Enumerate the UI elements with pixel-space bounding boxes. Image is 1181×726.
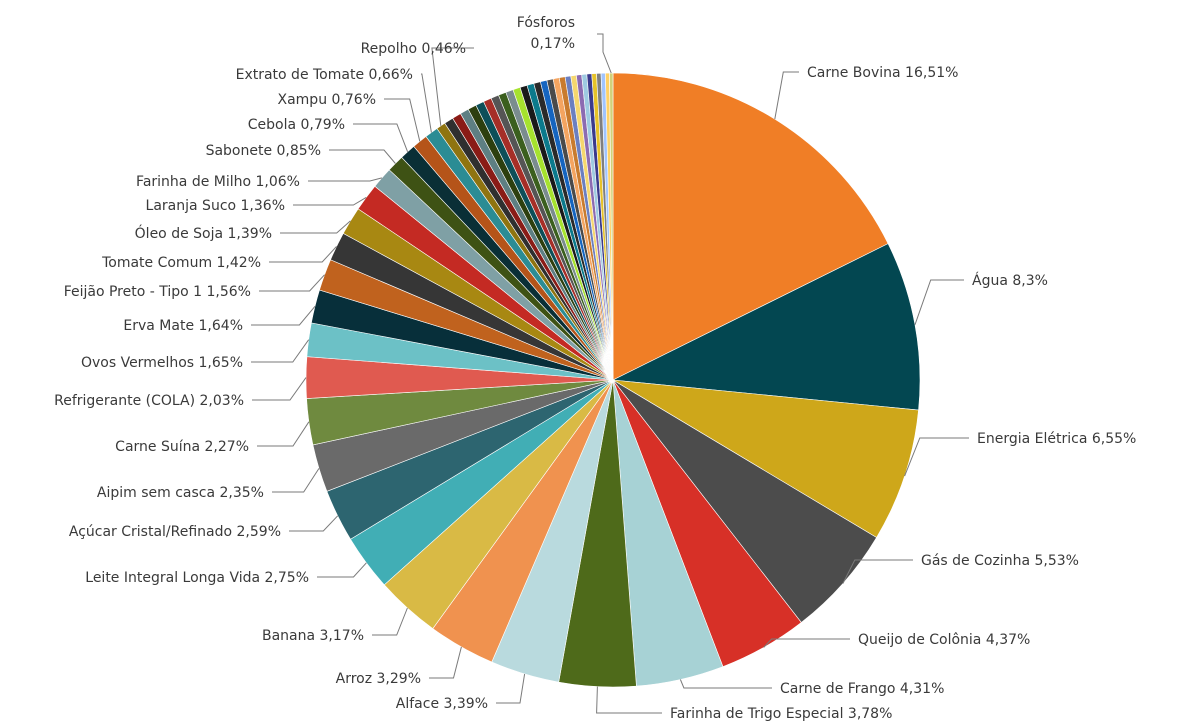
slice-label: Laranja Suco 1,36% — [146, 198, 285, 214]
leader-line — [272, 468, 320, 493]
slice-label: Cebola 0,79% — [248, 117, 345, 133]
pie-slice — [609, 72, 614, 381]
slice-label: Óleo de Soja 1,39% — [135, 224, 272, 242]
slice-label: Farinha de Milho 1,06% — [136, 174, 300, 190]
leader-line — [904, 437, 969, 477]
leader-line — [317, 562, 367, 578]
slice-label: Feijão Preto - Tipo 1 1,56% — [64, 284, 251, 300]
pie-slice — [612, 72, 889, 381]
leader-line — [257, 421, 310, 447]
slice-label: Xampu 0,76% — [278, 92, 377, 108]
leader-line — [289, 515, 339, 532]
leader-line — [308, 177, 383, 182]
leader-line — [421, 73, 432, 133]
leader-line — [597, 33, 612, 74]
leader-line — [251, 305, 316, 326]
leader-line — [842, 559, 913, 584]
leader-line — [596, 686, 662, 714]
leader-line — [429, 646, 462, 679]
leader-line — [496, 673, 526, 704]
pie-slice — [611, 243, 921, 411]
leader-line — [431, 47, 474, 126]
slice-label: Leite Integral Longa Vida 2,75% — [85, 570, 309, 586]
leader-line — [259, 274, 325, 292]
slice-label: Extrato de Tomate 0,66% — [236, 67, 413, 83]
leader-line — [329, 149, 396, 164]
leader-line — [774, 71, 799, 120]
slice-label: Arroz 3,29% — [336, 671, 421, 687]
leader-line — [384, 98, 421, 142]
leader-line — [353, 123, 409, 152]
slice-label: Carne de Frango 4,31% — [780, 681, 944, 697]
slice-label: Farinha de Trigo Especial 3,78% — [670, 706, 892, 722]
slice-label: Ovos Vermelhos 1,65% — [81, 355, 243, 371]
leader-line — [914, 279, 964, 325]
slice-label: Alface 3,39% — [396, 696, 488, 712]
slice-label: Banana 3,17% — [262, 628, 364, 644]
leader-line — [372, 607, 408, 636]
leader-line — [293, 196, 367, 206]
slice-label: Açúcar Cristal/Refinado 2,59% — [69, 524, 281, 540]
pie-slices — [305, 72, 921, 688]
slice-label: Tomate Comum 1,42% — [101, 255, 261, 271]
slice-label: Carne Suína 2,27% — [115, 439, 249, 455]
slice-label: Fósforos 0,17% — [517, 15, 575, 52]
slice-label: Sabonete 0,85% — [206, 143, 321, 159]
slice-label: Aipim sem casca 2,35% — [97, 485, 264, 501]
leader-line — [763, 638, 850, 648]
slice-label: Queijo de Colônia 4,37% — [858, 632, 1030, 648]
slice-label: Erva Mate 1,64% — [123, 318, 243, 334]
slice-label: Água 8,3% — [972, 272, 1048, 289]
pie-labels: Carne Bovina 16,51% Água 8,3% Energia Elét… — [54, 15, 1136, 722]
slice-label: Energia Elétrica 6,55% — [977, 431, 1136, 447]
leader-line — [252, 377, 307, 401]
leader-line — [269, 246, 337, 263]
slice-label: Carne Bovina 16,51% — [807, 65, 958, 81]
leader-line — [280, 220, 351, 234]
slice-label: Gás de Cozinha 5,53% — [921, 553, 1079, 569]
leader-line — [251, 339, 310, 363]
slice-label: Repolho 0,46% — [361, 41, 466, 57]
leader-line — [679, 679, 772, 689]
slice-label: Refrigerante (COLA) 2,03% — [54, 393, 244, 409]
